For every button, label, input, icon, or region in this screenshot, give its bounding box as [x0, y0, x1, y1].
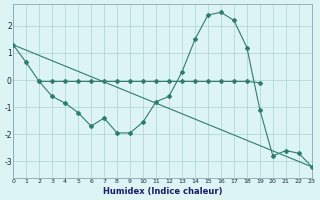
X-axis label: Humidex (Indice chaleur): Humidex (Indice chaleur) — [103, 187, 222, 196]
